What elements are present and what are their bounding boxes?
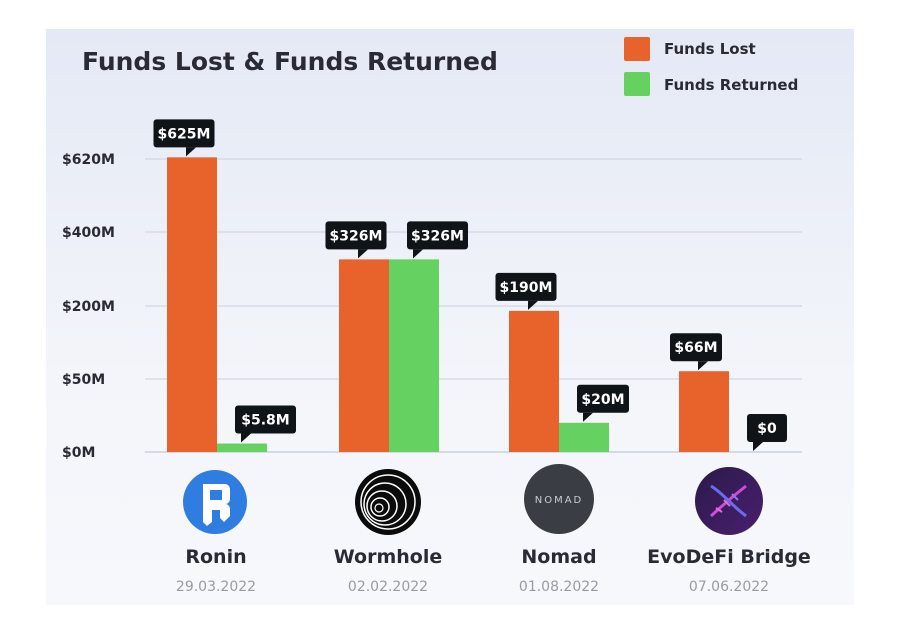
- value-labels: $625M $5.8M $326M $326M $190M $20M $66M $0: [153, 119, 787, 451]
- legend: Funds Lost Funds Returned: [624, 37, 798, 96]
- category-date-ronin: 29.03.2022: [176, 579, 256, 595]
- value-label-box: [407, 221, 468, 250]
- bar-wormhole-funds-lost: [339, 259, 389, 452]
- y-tick-label: $50M: [62, 372, 105, 388]
- bar-wormhole-funds-returned: [389, 259, 439, 452]
- value-label-box: [153, 119, 215, 148]
- value-label-pointer: [186, 147, 196, 157]
- value-label-box: [577, 384, 629, 413]
- value-label-text: $326M: [330, 228, 383, 244]
- category-name-ronin: Ronin: [185, 546, 246, 568]
- bar-nomad-funds-lost: [509, 310, 559, 452]
- bar-ronin-funds-returned: [217, 443, 267, 452]
- value-label-pointer: [753, 442, 763, 451]
- value-label-evodefi-bridge-funds-lost: $66M: [670, 333, 722, 371]
- value-label-pointer: [583, 412, 593, 422]
- value-label-ronin-funds-lost: $625M: [153, 119, 215, 157]
- value-label-nomad-funds-lost: $190M: [495, 272, 557, 310]
- value-label-pointer: [241, 433, 251, 443]
- legend-swatch-funds-lost: [624, 37, 650, 61]
- value-label-pointer: [528, 300, 538, 310]
- evodefi-dna-logo-icon: [695, 467, 763, 535]
- bar-evodefi-bridge-funds-lost: [679, 371, 729, 452]
- value-label-text: $5.8M: [241, 413, 289, 429]
- chart-title: Funds Lost & Funds Returned: [82, 47, 498, 76]
- bar-nomad-funds-returned: [559, 422, 609, 452]
- value-label-text: $20M: [581, 392, 624, 408]
- wormhole-logo-icon: [355, 469, 421, 535]
- value-label-ronin-funds-returned: $5.8M: [235, 405, 296, 443]
- value-label-text: $190M: [500, 280, 553, 296]
- y-axis-ticks: $0M $50M $200M $400M $620M: [62, 152, 115, 461]
- nomad-logo-text: NOMAD: [535, 495, 584, 506]
- value-label-box: [235, 405, 296, 434]
- value-label-evodefi-bridge-funds-returned: $0: [747, 414, 787, 451]
- value-label-box: [747, 414, 787, 442]
- category-name-nomad: Nomad: [521, 546, 596, 568]
- value-label-wormhole-funds-lost: $326M: [325, 221, 387, 259]
- category-name-evodefi-bridge: EvoDeFi Bridge: [647, 546, 811, 568]
- category-date-wormhole: 02.02.2022: [348, 579, 428, 595]
- legend-label-funds-returned: Funds Returned: [664, 76, 798, 94]
- ronin-logo-icon: [183, 470, 247, 534]
- value-label-text: $0: [757, 421, 777, 437]
- value-label-text: $66M: [674, 340, 717, 356]
- category-labels: Ronin 29.03.2022 Wormhole 02.02.2022 Nom…: [176, 546, 811, 595]
- value-label-nomad-funds-returned: $20M: [577, 384, 629, 422]
- value-label-box: [670, 333, 722, 362]
- value-label-box: [325, 221, 387, 250]
- y-tick-label: $620M: [62, 152, 115, 168]
- value-label-pointer: [358, 249, 368, 259]
- category-date-evodefi-bridge: 07.06.2022: [689, 579, 769, 595]
- category-name-wormhole: Wormhole: [334, 546, 442, 568]
- nomad-logo-icon: NOMAD: [524, 464, 594, 534]
- value-label-text: $326M: [411, 228, 464, 244]
- bar-ronin-funds-lost: [167, 157, 217, 452]
- value-label-pointer: [698, 361, 708, 371]
- legend-label-funds-lost: Funds Lost: [664, 40, 756, 58]
- y-tick-label: $400M: [62, 225, 115, 241]
- bars: [167, 157, 729, 452]
- value-label-box: [495, 272, 557, 301]
- category-date-nomad: 01.08.2022: [519, 579, 599, 595]
- legend-swatch-funds-returned: [624, 72, 650, 96]
- y-tick-label: $200M: [62, 299, 115, 315]
- value-label-text: $625M: [158, 126, 211, 142]
- category-logos: NOMAD: [183, 464, 763, 535]
- y-tick-label: $0M: [62, 445, 95, 461]
- value-label-wormhole-funds-returned: $326M: [407, 221, 468, 259]
- value-label-pointer: [413, 249, 423, 259]
